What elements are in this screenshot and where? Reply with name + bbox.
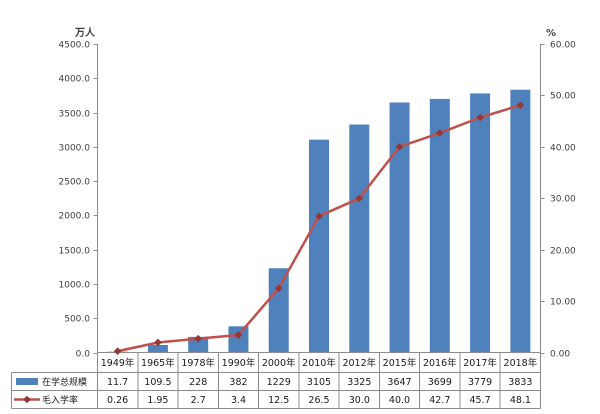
table-cell-rate: 0.26 (107, 395, 128, 406)
right-axis-tick-label: 40.00 (550, 144, 576, 154)
legend-label-enrollment: 在学总规模 (42, 376, 87, 388)
x-axis-label: 2010年 (302, 357, 336, 369)
line-marker-diamond (436, 129, 444, 137)
bar-2018年 (510, 89, 531, 353)
left-axis-tick-label: 1000.0 (59, 281, 91, 291)
left-axis-tick-label: 500.0 (64, 315, 90, 325)
table-cell-enrollment: 3833 (508, 377, 532, 388)
left-axis-title: 万人 (74, 26, 96, 39)
x-axis-label: 2016年 (423, 357, 457, 369)
left-axis-tick-label: 2000.0 (59, 212, 91, 222)
legend-swatch-bar (16, 378, 38, 385)
left-axis-tick-label: 3500.0 (59, 110, 91, 120)
bar-1965年 (147, 344, 168, 353)
bar-1978年 (188, 336, 209, 353)
table-cell-enrollment: 1229 (267, 377, 291, 388)
bar-2010年 (309, 139, 329, 353)
line-marker-diamond (194, 334, 202, 343)
x-axis-label: 1949年 (101, 357, 135, 369)
table-cell-enrollment: 3699 (428, 377, 452, 388)
right-axis-tick-label: 20.00 (550, 247, 576, 257)
right-axis-tick-label: 0.00 (550, 350, 570, 360)
table-cell-enrollment: 382 (229, 377, 247, 388)
table-cell-rate: 3.4 (231, 395, 246, 406)
line-marker-diamond (113, 347, 122, 355)
table-cell-rate: 26.5 (308, 395, 329, 406)
table-cell-rate: 1.95 (147, 395, 168, 406)
table-cell-rate: 42.7 (429, 395, 450, 406)
x-axis-label: 2000年 (262, 357, 296, 369)
left-axis-tick-label: 2500.0 (59, 178, 91, 188)
table-cell-enrollment: 228 (189, 377, 207, 388)
bar-2000年 (268, 268, 289, 353)
line-marker-diamond (315, 212, 323, 221)
bar-1990年 (228, 326, 249, 353)
left-axis-tick-label: 4500.0 (59, 41, 91, 51)
table-cell-rate: 30.0 (349, 395, 370, 406)
bar-2016年 (429, 98, 450, 353)
table-cell-enrollment: 11.7 (107, 377, 128, 388)
line-marker-diamond (234, 331, 243, 339)
table-cell-rate: 40.0 (389, 395, 410, 406)
table-cell-enrollment: 3105 (307, 377, 331, 388)
right-axis-tick-label: 30.00 (550, 195, 576, 205)
legend-diamond-marker-icon (23, 395, 31, 404)
legend-label-rate: 毛入学率 (42, 394, 78, 406)
line-marker-diamond (274, 284, 283, 293)
left-axis-tick-label: 1500.0 (59, 247, 91, 257)
line-marker-diamond (516, 101, 525, 109)
line-marker-diamond (476, 113, 484, 122)
table-cell-rate: 2.7 (191, 395, 206, 406)
x-axis-label: 2017年 (463, 357, 497, 369)
x-axis-label: 1978年 (181, 357, 215, 369)
x-axis-label: 2015年 (383, 357, 417, 369)
table-cell-rate: 48.1 (510, 395, 531, 406)
table-cell-rate: 12.5 (268, 395, 289, 406)
bar-2015年 (389, 102, 410, 353)
table-cell-enrollment: 3647 (387, 377, 411, 388)
x-axis-label: 2012年 (342, 357, 376, 369)
right-axis-title: % (546, 28, 556, 39)
table-cell-rate: 45.7 (470, 395, 491, 406)
left-axis-tick-label: 0.0 (76, 350, 91, 360)
left-axis-tick-label: 3000.0 (59, 144, 91, 154)
right-axis-tick-label: 50.00 (550, 92, 576, 102)
x-axis-label: 1965年 (141, 357, 175, 369)
line-marker-diamond (355, 194, 364, 203)
table-cell-enrollment: 3779 (468, 377, 492, 388)
x-axis-label: 2018年 (504, 357, 538, 369)
left-axis-tick-label: 4000.0 (59, 75, 91, 85)
right-axis-tick-label: 60.00 (550, 41, 576, 51)
right-axis-tick-label: 10.00 (550, 298, 576, 308)
table-cell-enrollment: 3325 (347, 377, 371, 388)
table-cell-enrollment: 109.5 (144, 377, 171, 388)
bar-2012年 (349, 124, 370, 353)
line-marker-diamond (395, 143, 404, 151)
line-marker-diamond (154, 338, 162, 347)
bar-2017年 (470, 93, 491, 353)
x-axis-label: 1990年 (222, 357, 256, 369)
